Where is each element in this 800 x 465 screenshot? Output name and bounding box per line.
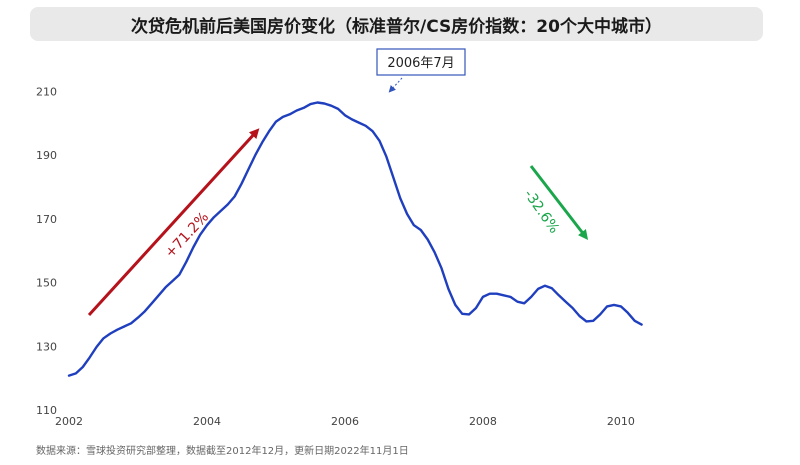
source-note: 数据来源：雪球投资研究部整理，数据截至2012年12月，更新日期2022年11月… (36, 446, 409, 457)
peak-callout-label: 2006年7月 (387, 56, 454, 71)
fall-label: -32.6% (521, 187, 563, 237)
y-tick-label: 150 (36, 277, 57, 290)
x-tick-label: 2010 (607, 415, 635, 428)
rise-arrow (87, 128, 260, 317)
y-tick-label: 210 (36, 85, 57, 98)
fall-arrow (529, 165, 589, 240)
y-tick-label: 110 (36, 404, 57, 417)
peak-callout-box (376, 48, 466, 76)
x-tick-label: 2006 (331, 415, 359, 428)
x-axis-ticks: 2002 2004 2006 2008 2010 (55, 415, 635, 428)
y-tick-label: 190 (36, 149, 57, 162)
chart-title: 次贷危机前后美国房价变化（标准普尔/CS房价指数：20个大中城市） (131, 16, 662, 37)
y-tick-label: 170 (36, 213, 57, 226)
x-tick-label: 2008 (469, 415, 497, 428)
price-index-line (67, 101, 643, 377)
x-tick-label: 2004 (193, 415, 221, 428)
title-bar: 次贷危机前后美国房价变化（标准普尔/CS房价指数：20个大中城市） (30, 7, 763, 41)
y-axis-ticks: 110 130 150 170 190 210 (36, 85, 57, 417)
peak-callout-pointer (388, 77, 403, 93)
y-tick-label: 130 (36, 340, 57, 353)
rise-label: +71.2% (162, 209, 212, 261)
x-tick-label: 2002 (55, 415, 83, 428)
